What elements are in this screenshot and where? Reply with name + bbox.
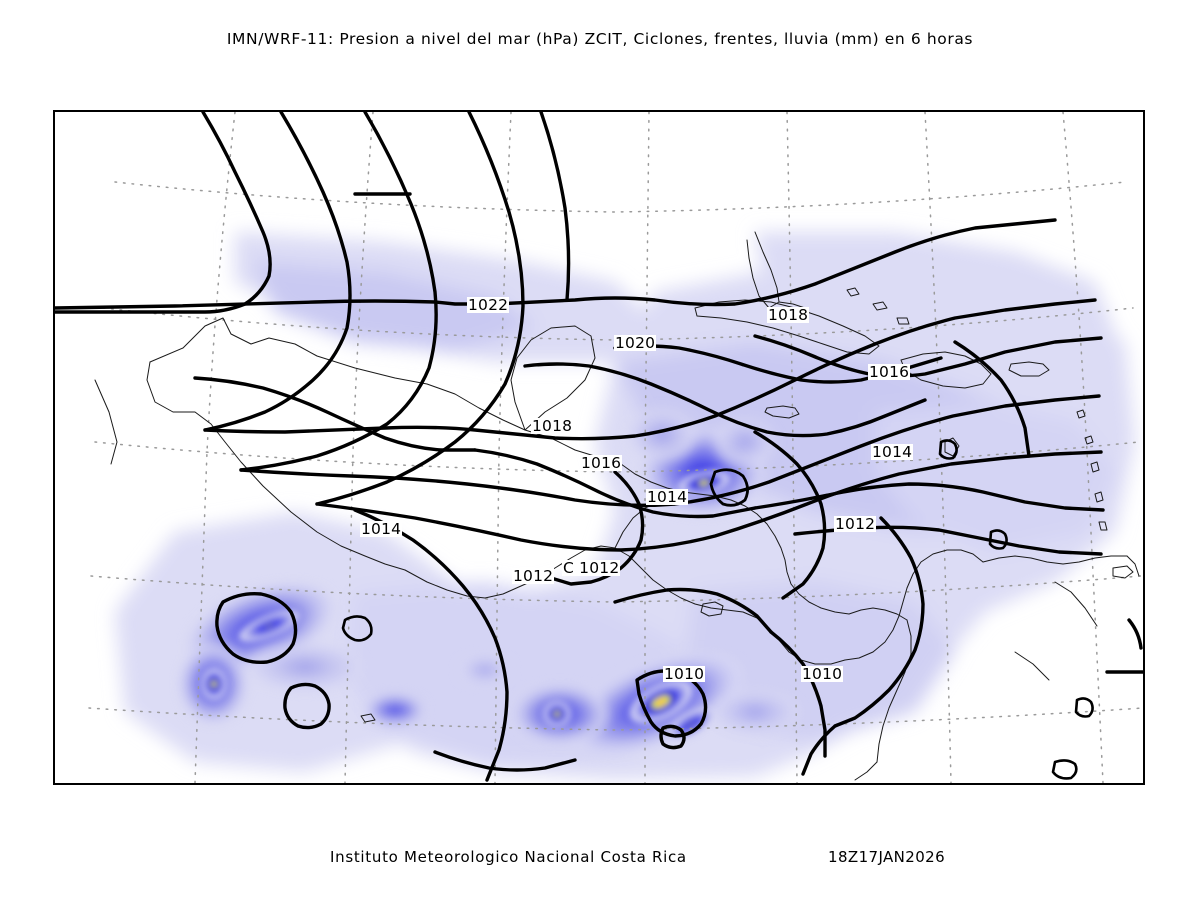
isobar-1010-a	[613, 587, 773, 634]
precip-max-honduras	[678, 470, 730, 496]
precip-max-pacific-small	[543, 701, 571, 727]
isobar-1014-b	[473, 448, 757, 519]
isobar-closed-i	[1074, 697, 1094, 718]
isobar-closed-b	[283, 682, 331, 730]
isobar-1012-w	[353, 508, 509, 782]
footer-institute: Instituto Meteorologico Nacional Costa R…	[330, 848, 687, 866]
isobar-1014-cross	[753, 334, 1103, 378]
contour-label-1010-left: 1010	[663, 665, 706, 683]
contour-label-1012-left: 1012	[512, 567, 555, 585]
contour-label-1012-right: 1012	[834, 515, 877, 533]
contour-label-1018-right: 1018	[767, 306, 810, 324]
map-frame: 1022 1020 1018 1016 1018 1016 1014 1014 …	[53, 110, 1145, 785]
isobar-right-edge	[1127, 618, 1143, 650]
isobar-1012-caribe	[753, 430, 827, 600]
map-svg	[55, 112, 1143, 783]
contour-label-1014-right: 1014	[871, 443, 914, 461]
isobar-1022-main	[55, 218, 1057, 310]
footer-valid-time: 18Z17JAN2026	[828, 848, 946, 866]
isobar-1010-f	[953, 340, 1031, 458]
isobar-closed-j	[1051, 759, 1078, 780]
contour-label-1018-center: 1018	[531, 417, 574, 435]
isobar-1012-mx	[539, 112, 571, 302]
isobar-1010-d	[801, 724, 837, 776]
contour-label-1016-right: 1016	[868, 363, 911, 381]
low-center-label: C 1012	[562, 559, 621, 577]
contour-label-1022: 1022	[467, 296, 510, 314]
isobar-closed-g	[938, 439, 958, 460]
contour-label-1020: 1020	[614, 334, 657, 352]
contour-label-1010-right: 1010	[801, 665, 844, 683]
contour-label-1016-center: 1016	[580, 454, 623, 472]
isobar-closed-d	[659, 724, 686, 750]
isobar-1022	[55, 112, 412, 314]
isobar-1018	[239, 112, 438, 472]
isobar-1014-main	[193, 376, 477, 452]
isobar-1010-e	[433, 750, 577, 772]
contour-label-1014-left: 1014	[360, 520, 403, 538]
isobar-1016-gulf	[523, 362, 927, 438]
isobar-1014-north	[613, 344, 943, 384]
isobar-1020-b	[203, 298, 1097, 441]
contour-label-1014-center: 1014	[646, 488, 689, 506]
isobar-1016	[315, 112, 525, 506]
isobar-closed-a	[215, 591, 298, 665]
isobar-closed-e	[341, 615, 373, 642]
precip-max-west-b	[201, 668, 227, 700]
page-title: IMN/WRF-11: Presion a nivel del mar (hPa…	[226, 30, 974, 48]
isobar-closed-h	[988, 529, 1008, 550]
isobar-1014-right	[753, 482, 1105, 512]
isobar-1020	[203, 112, 352, 432]
map-canvas: 1022 1020 1018 1016 1018 1016 1014 1014 …	[55, 112, 1143, 783]
isobars	[55, 112, 1143, 782]
isobar-closed-f	[709, 468, 749, 507]
isobar-1010-c	[833, 516, 925, 728]
precip-max-west-a	[239, 610, 299, 642]
isobar-1010-b	[769, 630, 827, 758]
isobar-1012-center	[549, 470, 645, 586]
